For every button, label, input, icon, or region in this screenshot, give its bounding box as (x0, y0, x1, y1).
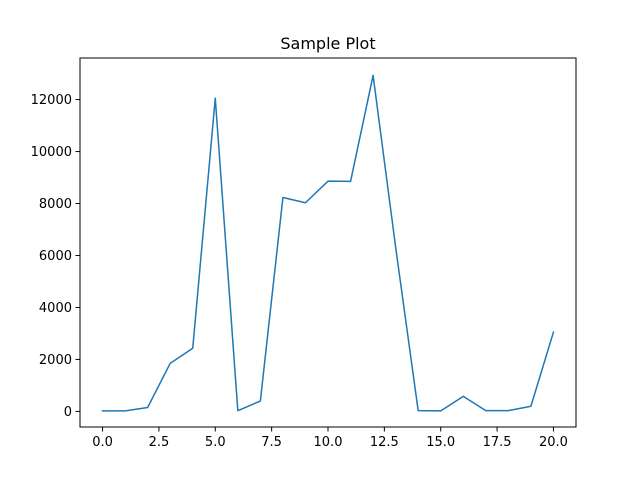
y-tick-label: 0 (64, 405, 72, 420)
x-tick-label: 2.5 (149, 435, 170, 450)
x-tick-label: 17.5 (483, 435, 512, 450)
y-tick-label: 12000 (31, 93, 72, 108)
axis-ticks: 0.0 2.5 5.0 7.5 10.0 12.5 15.0 17.5 20.0 0 2000 400… (31, 93, 568, 450)
x-tick-label: 7.5 (261, 435, 282, 450)
y-tick-label: 6000 (39, 249, 72, 264)
y-tick-label: 4000 (39, 301, 72, 316)
x-tick-label: 5.0 (205, 435, 226, 450)
chart-title: Sample Plot (280, 34, 375, 53)
x-tick-label: 12.5 (370, 435, 399, 450)
x-tick-label: 15.0 (426, 435, 455, 450)
x-tick-label: 0.0 (92, 435, 113, 450)
x-tick-label: 20.0 (539, 435, 568, 450)
y-tick-label: 8000 (39, 197, 72, 212)
y-tick-label: 2000 (39, 353, 72, 368)
axes-frame (79, 57, 577, 428)
series-line (101, 74, 555, 412)
y-tick-label: 10000 (31, 145, 72, 160)
x-tick-label: 10.0 (314, 435, 343, 450)
series-layer (101, 74, 555, 412)
